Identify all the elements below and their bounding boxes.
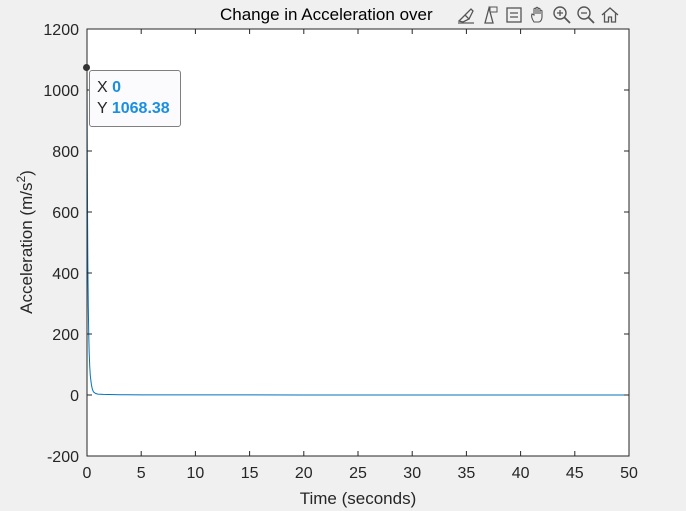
home-icon[interactable] [599, 4, 621, 26]
series-line-0[interactable] [86, 69, 629, 396]
x-tick-label: 50 [620, 465, 638, 482]
datatip-y-value: 1068.38 [111, 100, 170, 117]
x-tick-label: 5 [137, 465, 146, 482]
zoom-in-icon[interactable] [551, 4, 573, 26]
x-tick-label: 10 [187, 465, 205, 482]
x-tick-label: 30 [403, 465, 421, 482]
y-axis-label-main: Acceleration (m/s [17, 183, 36, 314]
x-tick-label: 20 [295, 465, 313, 482]
datatip-marker[interactable] [83, 64, 90, 71]
y-tick-label: 200 [52, 327, 79, 344]
y-tick-label: 600 [52, 205, 79, 222]
legend-icon[interactable] [503, 4, 525, 26]
zoom-out-icon[interactable] [575, 4, 597, 26]
datatip-x-value: 0 [112, 79, 122, 96]
y-tick-label: 1200 [43, 22, 79, 39]
x-tick-label: 25 [349, 465, 367, 482]
y-axis-label-close: ) [17, 170, 36, 176]
y-axis-label-exponent: 2 [14, 176, 28, 183]
data-tips-icon[interactable] [479, 4, 501, 26]
y-tick-label: 0 [70, 388, 79, 405]
brush-icon[interactable] [455, 4, 477, 26]
x-tick-label: 15 [241, 465, 259, 482]
datatip-x-label: X [97, 79, 108, 96]
y-tick-label: 400 [52, 266, 79, 283]
chart-title: Change in Acceleration over [220, 5, 433, 24]
pan-icon[interactable] [527, 4, 549, 26]
y-axis-label: Acceleration (m/s2) [14, 170, 36, 314]
x-axis-label: Time (seconds) [300, 489, 417, 508]
y-tick-label: 1000 [43, 83, 79, 100]
x-tick-label: 35 [458, 465, 476, 482]
datatip-x-row: X 0 [97, 77, 180, 98]
axes-toolbar [455, 3, 621, 27]
x-tick-label: 45 [566, 465, 584, 482]
y-tick-label: -200 [47, 449, 79, 466]
datatip-y-row: Y 1068.38 [97, 98, 180, 119]
y-tick-label: 800 [52, 144, 79, 161]
x-tick-label: 40 [512, 465, 530, 482]
x-tick-label: 0 [83, 465, 92, 482]
datatip[interactable]: X 0 Y 1068.38 [89, 70, 181, 127]
datatip-y-label: Y [97, 100, 108, 117]
